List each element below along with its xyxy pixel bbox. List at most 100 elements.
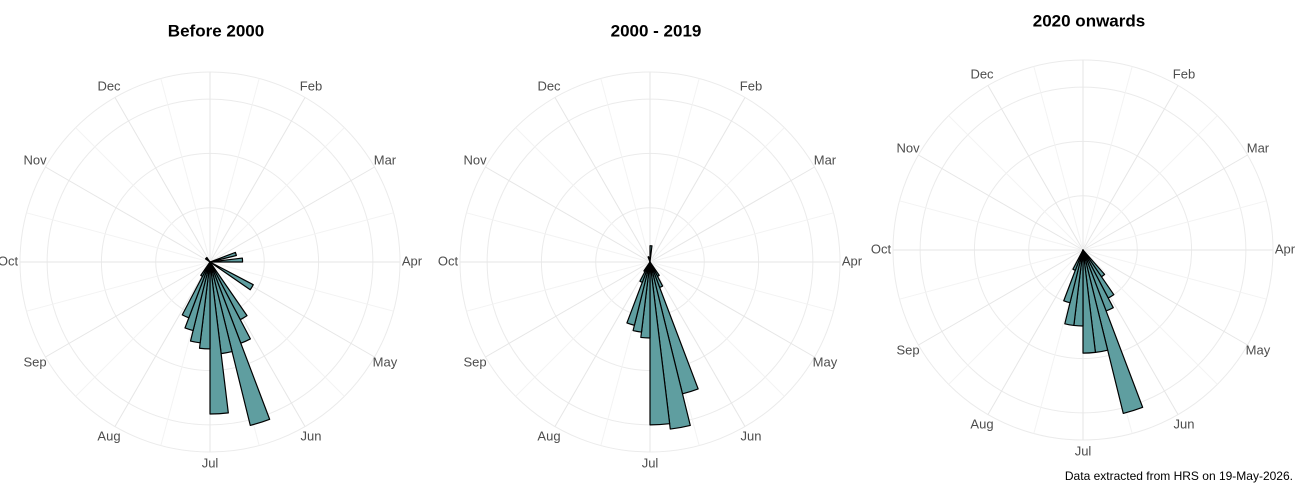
minor-spoke [600, 78, 651, 263]
month-label: Sep [896, 342, 919, 357]
bar [209, 261, 229, 415]
minor-spoke [209, 127, 345, 263]
minor-spoke [209, 261, 394, 312]
month-label: May [1246, 342, 1271, 357]
spoke [45, 166, 211, 263]
bar [209, 261, 254, 291]
minor-spoke [649, 261, 785, 397]
minor-spoke [1082, 249, 1267, 300]
chart-title: Before 2000 [168, 21, 264, 40]
bar [1082, 249, 1144, 414]
month-label: Jun [301, 428, 322, 443]
month-label: Oct [438, 253, 459, 268]
month-label: Mar [374, 152, 397, 167]
spoke [45, 261, 211, 358]
minor-spoke [209, 212, 394, 263]
minor-spoke [209, 78, 260, 263]
month-label: Oct [871, 241, 892, 256]
month-label: Jul [1075, 443, 1092, 458]
spoke [114, 261, 211, 427]
minor-spoke [1082, 200, 1267, 251]
month-label: Sep [463, 354, 486, 369]
minor-spoke [466, 261, 651, 312]
month-label: Nov [464, 152, 488, 167]
minor-spoke [209, 261, 345, 397]
spoke [987, 85, 1084, 251]
month-label: Nov [897, 140, 921, 155]
chart-title: 2000 - 2019 [611, 21, 702, 40]
month-label: Sep [23, 354, 46, 369]
caption: Data extracted from HRS on 19-May-2026. [1065, 469, 1293, 483]
spoke [1082, 154, 1248, 251]
spoke [649, 97, 746, 263]
chart-title: 2020 onwards [1033, 11, 1145, 30]
minor-spoke [515, 127, 651, 263]
bar [200, 261, 211, 278]
minor-spoke [75, 261, 211, 397]
month-label: Aug [537, 428, 560, 443]
minor-spoke [466, 212, 651, 263]
bar [1082, 249, 1097, 354]
month-label: Dec [97, 79, 121, 94]
spoke [209, 97, 306, 263]
bar [643, 261, 651, 273]
bar [649, 261, 691, 430]
bar [209, 251, 237, 263]
month-label: Feb [740, 79, 762, 94]
minor-spoke [899, 200, 1084, 251]
minor-spoke [26, 261, 211, 312]
spoke [918, 249, 1084, 346]
minor-spoke [948, 115, 1084, 251]
bar [649, 245, 653, 263]
spoke [1082, 85, 1179, 251]
bar [647, 256, 651, 263]
minor-spoke [649, 212, 834, 263]
minor-spoke [649, 78, 700, 263]
month-label: Dec [970, 67, 994, 82]
month-label: Mar [1247, 140, 1270, 155]
bar [649, 261, 671, 426]
spoke [485, 261, 651, 358]
month-label: Nov [24, 152, 48, 167]
spoke [649, 261, 746, 427]
month-label: Dec [537, 79, 561, 94]
month-label: Apr [1275, 241, 1296, 256]
minor-spoke [649, 127, 785, 263]
month-label: Aug [970, 416, 993, 431]
spoke [209, 166, 375, 263]
month-label: Apr [402, 253, 423, 268]
minor-spoke [26, 212, 211, 263]
month-label: Jun [741, 428, 762, 443]
spoke [554, 97, 651, 263]
bar [209, 261, 271, 426]
month-label: Mar [814, 152, 837, 167]
month-label: Apr [842, 253, 863, 268]
month-label: Feb [300, 79, 322, 94]
spoke [987, 249, 1084, 415]
month-label: Aug [97, 428, 120, 443]
month-label: Jul [202, 455, 219, 470]
month-label: Jun [1174, 416, 1195, 431]
minor-spoke [75, 127, 211, 263]
minor-spoke [649, 261, 834, 312]
minor-spoke [160, 78, 211, 263]
month-label: May [813, 354, 838, 369]
spoke [1082, 249, 1248, 346]
bar [1072, 249, 1084, 271]
spoke [485, 166, 651, 263]
spoke [918, 154, 1084, 251]
month-label: Jul [642, 455, 659, 470]
minor-spoke [515, 261, 651, 397]
bar [209, 257, 244, 263]
bar [205, 256, 211, 263]
month-label: Oct [0, 253, 18, 268]
minor-spoke [1082, 115, 1218, 251]
spoke [114, 97, 211, 263]
spoke [649, 166, 815, 263]
minor-spoke [899, 249, 1084, 300]
minor-spoke [1082, 66, 1133, 251]
minor-spoke [1082, 249, 1218, 385]
minor-spoke [1033, 66, 1084, 251]
spoke [554, 261, 651, 427]
